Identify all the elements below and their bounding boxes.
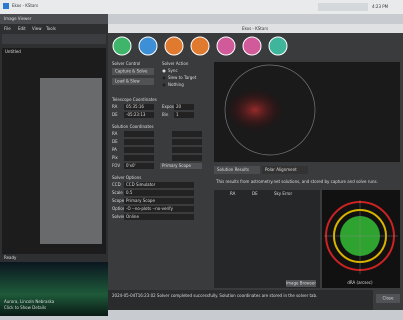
field bbox=[172, 155, 202, 161]
field-label: CCD bbox=[112, 182, 121, 187]
ekos-title: Ekos - KStars bbox=[242, 26, 268, 31]
caption: Click to Show Details bbox=[4, 305, 46, 310]
field-value: CCD Simulator bbox=[126, 182, 156, 187]
radio[interactable] bbox=[163, 70, 166, 73]
section-title: Solution Coordinates bbox=[112, 124, 154, 129]
nebula bbox=[225, 88, 285, 132]
radio[interactable] bbox=[163, 77, 166, 80]
field-label: Scale bbox=[112, 190, 123, 195]
field[interactable] bbox=[124, 139, 154, 145]
menu-item[interactable]: File bbox=[4, 26, 11, 31]
module-icon[interactable] bbox=[243, 37, 261, 55]
tab-label[interactable]: Polar Alignment bbox=[265, 167, 297, 172]
section-title: Telescope Coordinates bbox=[111, 97, 157, 102]
section-title: Solver Options bbox=[112, 175, 141, 180]
radio-label[interactable]: Sync bbox=[168, 68, 178, 73]
note: This results from astrometry.net solutio… bbox=[215, 179, 378, 184]
caption: Aurora, Lincoln Nebraska bbox=[4, 299, 55, 304]
field-value: -05:23:13 bbox=[126, 112, 146, 117]
button-label[interactable]: Image Browser bbox=[286, 281, 316, 286]
combo-label[interactable]: Primary Scope bbox=[162, 163, 191, 168]
field-label: Solver bbox=[112, 214, 125, 219]
field-label: RA bbox=[112, 131, 118, 136]
column-header: DE bbox=[252, 191, 258, 196]
field bbox=[172, 147, 202, 153]
viewer-title: Image Viewer bbox=[4, 16, 32, 21]
field-value: Online bbox=[126, 214, 139, 219]
screen: Ekos - KStars 4:23 PM Image Viewer File E… bbox=[0, 0, 403, 316]
radio-label[interactable]: Slew to Target bbox=[168, 75, 197, 80]
field-label: Scope bbox=[112, 198, 125, 203]
menu-item[interactable]: Edit bbox=[18, 26, 26, 31]
section-title: Solver Control bbox=[112, 61, 140, 66]
taskbar-title: Ekos - KStars bbox=[12, 3, 38, 8]
radio-label[interactable]: Nothing bbox=[168, 82, 184, 87]
button-label[interactable]: Capture & Solve bbox=[115, 69, 148, 74]
module-icon[interactable] bbox=[269, 37, 287, 55]
clock: 4:23 PM bbox=[372, 4, 389, 9]
log-text: 2024-05-04T16:23:02 Solver completed suc… bbox=[112, 293, 317, 298]
viewer-tab: Untitled bbox=[5, 49, 21, 54]
module-icon[interactable] bbox=[165, 37, 183, 55]
field-label: FOV bbox=[112, 163, 120, 168]
button-label[interactable]: Close bbox=[383, 296, 394, 301]
field-value: 05:35:16 bbox=[126, 104, 144, 109]
field-label: DE bbox=[112, 139, 118, 144]
field-label: PA bbox=[112, 147, 117, 152]
module-icon[interactable] bbox=[113, 37, 131, 55]
field-value: Primary Scope bbox=[126, 198, 155, 203]
field-value: -O --no-plots --no-verify bbox=[126, 206, 174, 211]
field[interactable] bbox=[124, 147, 154, 153]
results-table bbox=[214, 190, 320, 288]
field bbox=[172, 139, 202, 145]
menu-item[interactable]: Tools bbox=[45, 26, 56, 31]
tab-label[interactable]: Solution Results bbox=[217, 167, 249, 172]
field[interactable] bbox=[124, 131, 154, 137]
toolbar bbox=[2, 34, 106, 44]
field-label: RA bbox=[112, 104, 118, 109]
field-label: Pix bbox=[112, 155, 118, 160]
module-icon[interactable] bbox=[217, 37, 235, 55]
field[interactable] bbox=[124, 155, 154, 161]
section-title: Solver Action bbox=[162, 61, 189, 66]
plot-label: dRA (arcsec) bbox=[347, 280, 373, 285]
module-icon[interactable] bbox=[191, 37, 209, 55]
viewer-status: Ready bbox=[4, 255, 17, 260]
menu-item[interactable]: View bbox=[32, 26, 42, 31]
module-icon[interactable] bbox=[139, 37, 157, 55]
star-image bbox=[40, 78, 102, 244]
field-label: DE bbox=[112, 112, 118, 117]
field-value: 0'x0' bbox=[126, 163, 136, 168]
tray bbox=[318, 3, 368, 11]
field-value: 0.5 bbox=[126, 190, 133, 195]
column-header: Sky Error bbox=[274, 191, 292, 196]
app-icon bbox=[3, 3, 9, 9]
radio[interactable] bbox=[163, 84, 166, 87]
column-header: RA bbox=[230, 191, 236, 196]
field-value: 20 bbox=[176, 104, 182, 109]
field-label: Bin bbox=[162, 112, 169, 117]
button-label[interactable]: Load & Slew bbox=[115, 79, 140, 84]
field[interactable] bbox=[124, 190, 194, 196]
field bbox=[172, 131, 202, 137]
